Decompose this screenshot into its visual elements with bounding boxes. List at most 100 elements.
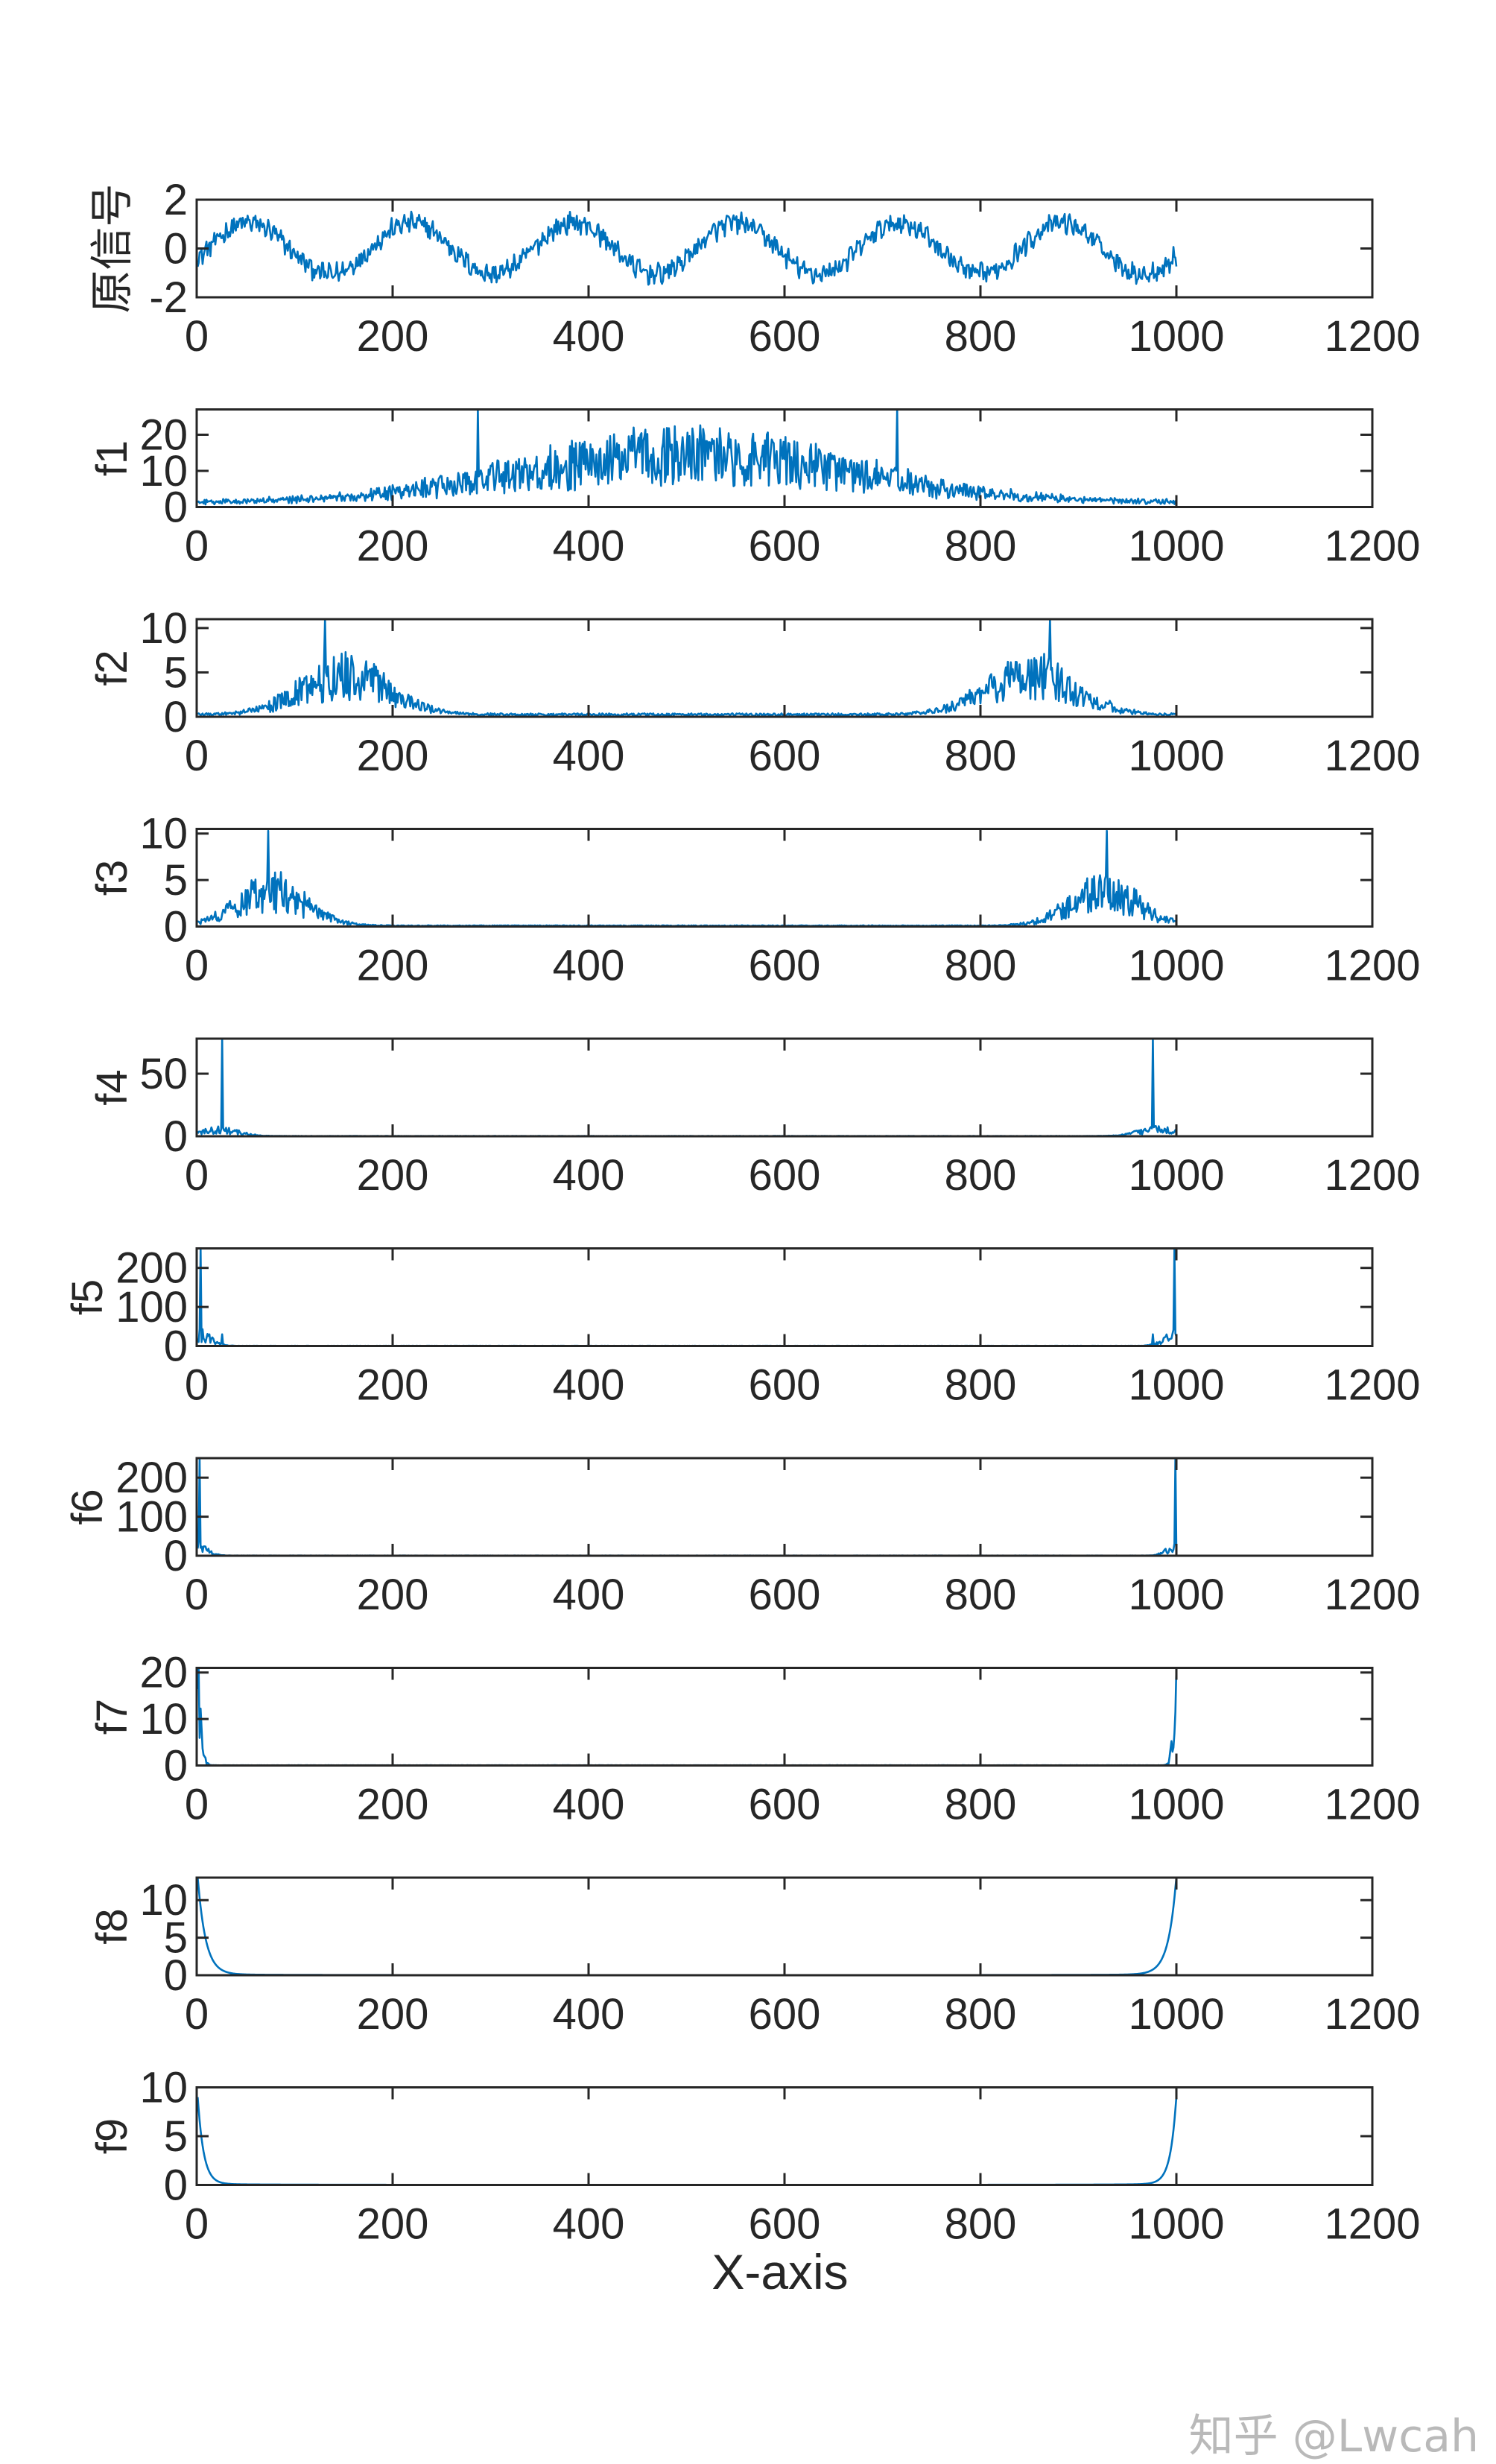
x-tick-label: 600 [749,312,821,361]
x-tick-label: 1200 [1324,942,1420,990]
y-axis-label-orig: 原信号 [88,183,136,313]
x-tick-label: 600 [749,1361,821,1410]
x-tick-label: 1000 [1128,1571,1224,1619]
x-tick-label: 0 [185,942,209,990]
y-tick-label: 50 [139,1050,188,1098]
x-tick-label: 600 [749,1151,821,1200]
y-tick-label: -2 [149,273,188,322]
x-tick-label: 800 [945,1781,1017,1829]
y-tick-label: 5 [164,856,188,905]
x-tick-label: 1000 [1128,2200,1224,2249]
x-tick-label: 800 [945,942,1017,990]
x-tick-label: 1200 [1324,2200,1420,2249]
x-tick-label: 400 [553,1571,625,1619]
y-tick-label: 5 [164,2112,188,2161]
x-tick-label: 400 [553,312,625,361]
y-tick-label: 10 [139,810,188,858]
y-tick-label: 10 [139,2064,188,2112]
y-tick-label: 2 [164,176,188,224]
x-tick-label: 0 [185,1781,209,1829]
x-tick-label: 200 [357,1781,429,1829]
y-tick-label: 10 [139,447,188,495]
series-line-f2 [197,619,1177,717]
x-tick-label: 400 [553,1151,625,1200]
x-tick-label: 1200 [1324,732,1420,780]
x-tick-label: 0 [185,312,209,361]
x-tick-label: 400 [553,2200,625,2249]
y-tick-label: 200 [115,1454,188,1502]
y-tick-label: 20 [139,411,188,459]
x-tick-label: 1200 [1324,1571,1420,1619]
y-tick-label: 20 [139,1649,188,1697]
x-tick-label: 600 [749,942,821,990]
y-tick-label: 100 [115,1493,188,1542]
x-tick-label: 0 [185,732,209,780]
x-tick-label: 200 [357,312,429,361]
y-axis-label-f4: f4 [88,1069,136,1105]
x-tick-label: 800 [945,1361,1017,1410]
x-tick-label: 0 [185,1151,209,1200]
x-tick-label: 600 [749,1781,821,1829]
x-tick-label: 1000 [1128,1781,1224,1829]
x-tick-label: 400 [553,1990,625,2039]
x-tick-label: 1000 [1128,942,1224,990]
x-tick-label: 600 [749,732,821,780]
y-axis-label-f3: f3 [88,860,136,896]
y-tick-label: 0 [164,1951,188,2000]
x-tick-label: 200 [357,522,429,571]
x-tick-label: 600 [749,1571,821,1619]
x-tick-label: 200 [357,1151,429,1200]
x-tick-label: 1200 [1324,1781,1420,1829]
y-tick-label: 0 [164,1323,188,1371]
x-tick-label: 1200 [1324,1361,1420,1410]
x-tick-label: 1000 [1128,522,1224,571]
y-tick-label: 0 [164,693,188,741]
x-tick-label: 800 [945,1571,1017,1619]
x-tick-label: 400 [553,732,625,780]
x-tick-label: 800 [945,1990,1017,2039]
x-tick-label: 1000 [1128,732,1224,780]
y-axis-label-f1: f1 [88,440,136,476]
x-tick-label: 1200 [1324,312,1420,361]
x-tick-label: 1000 [1128,1990,1224,2039]
y-tick-label: 200 [115,1244,188,1293]
x-tick-label: 800 [945,732,1017,780]
y-axis-label-f9: f9 [88,2118,136,2154]
x-tick-label: 0 [185,1571,209,1619]
watermark: 知乎 @Lwcah [1189,2410,1479,2463]
x-tick-label: 800 [945,312,1017,361]
x-tick-label: 0 [185,522,209,571]
x-tick-label: 800 [945,1151,1017,1200]
x-tick-label: 1200 [1324,1151,1420,1200]
x-tick-label: 200 [357,732,429,780]
x-tick-label: 1200 [1324,522,1420,571]
x-tick-label: 800 [945,522,1017,571]
x-tick-label: 200 [357,942,429,990]
x-axis-label: X-axis [711,2244,848,2299]
x-tick-label: 0 [185,1990,209,2039]
y-axis-label-f8: f8 [88,1908,136,1944]
series-line-orig [197,210,1178,286]
y-axis-label-f5: f5 [63,1279,112,1315]
y-tick-label: 0 [164,1532,188,1580]
y-tick-label: 100 [115,1283,188,1331]
x-tick-label: 600 [749,1990,821,2039]
y-axis-label-f7: f7 [88,1699,136,1735]
x-tick-label: 400 [553,942,625,990]
x-tick-label: 800 [945,2200,1017,2249]
y-tick-label: 5 [164,1914,188,1963]
x-tick-label: 200 [357,1361,429,1410]
x-tick-label: 400 [553,1361,625,1410]
y-tick-label: 0 [164,1742,188,1790]
x-tick-label: 1000 [1128,1361,1224,1410]
y-axis-label-f6: f6 [63,1489,112,1524]
x-tick-label: 200 [357,1571,429,1619]
